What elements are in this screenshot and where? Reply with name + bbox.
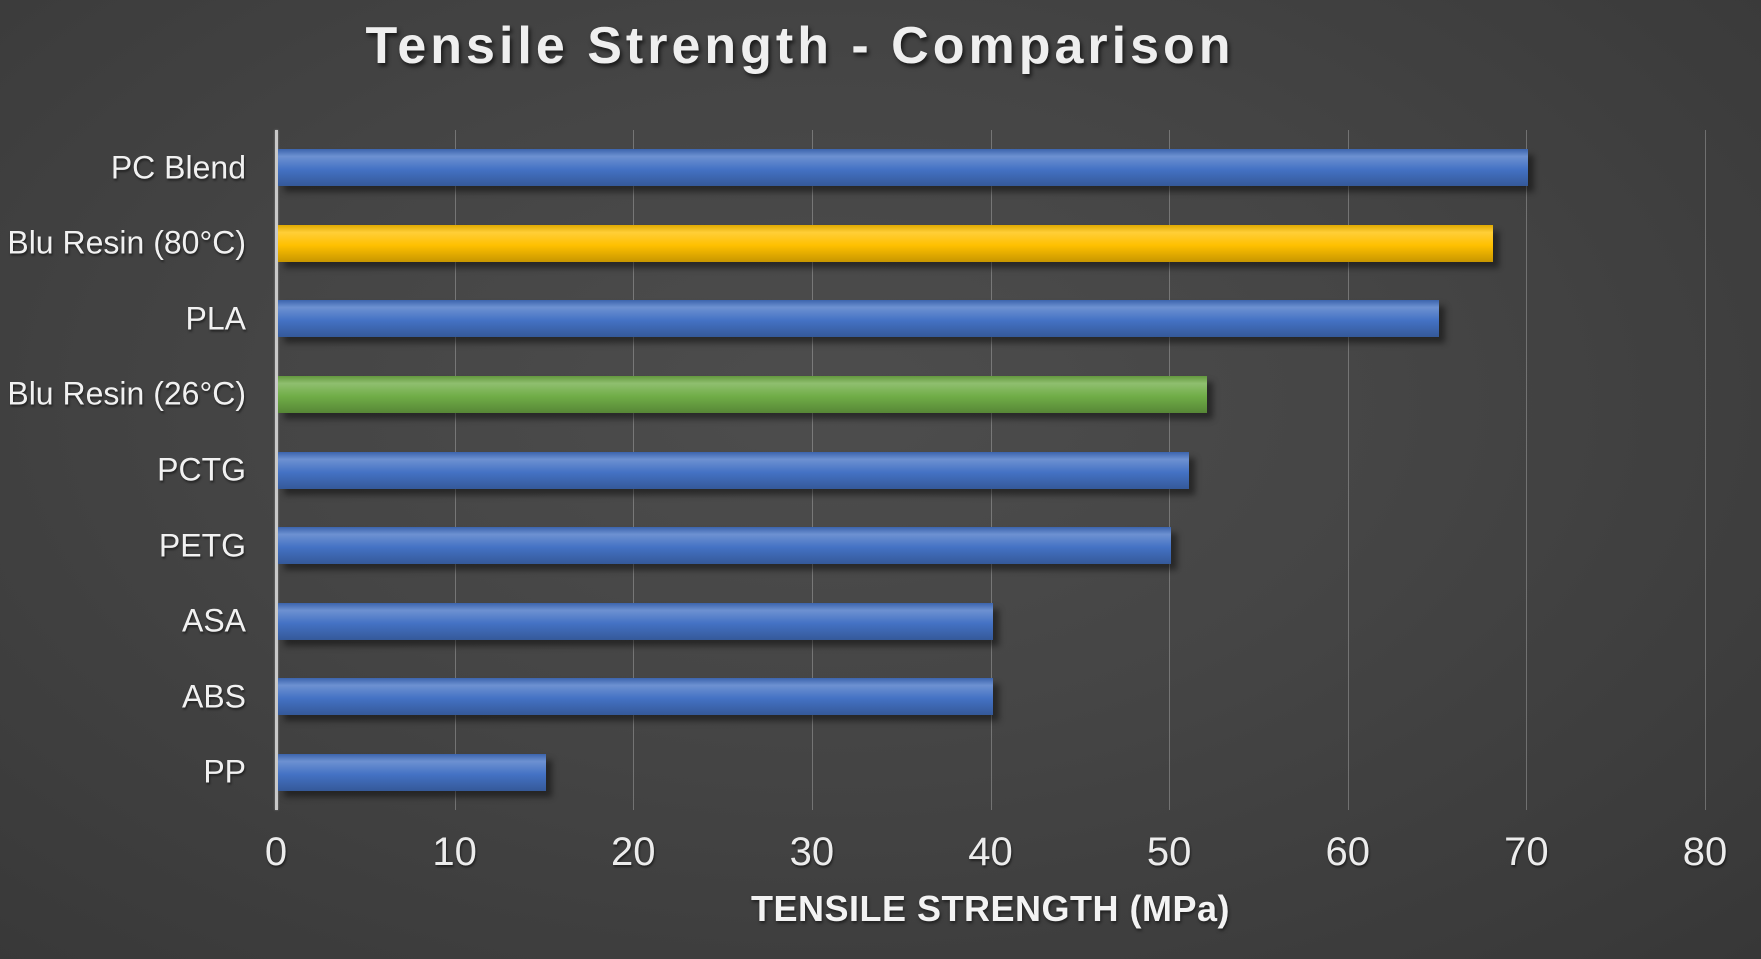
category-label: PLA (185, 300, 246, 337)
bar-petg (278, 527, 1172, 565)
bar-pla (278, 300, 1440, 338)
plot-area (275, 130, 1706, 810)
x-tick-label: 0 (264, 830, 288, 874)
x-tick-label: 10 (432, 830, 477, 874)
category-label: PP (203, 753, 246, 790)
bar-asa (278, 602, 993, 640)
bar-blu-resin-80-c (278, 224, 1493, 262)
x-tick-label: 50 (1146, 830, 1192, 874)
gridline (1526, 130, 1528, 810)
x-tick-label: 40 (968, 830, 1013, 874)
category-label: PC Blend (110, 149, 246, 186)
x-tick-label: 80 (1682, 830, 1728, 874)
bar-blu-resin-26-c (278, 375, 1207, 413)
bar-pp (278, 753, 546, 791)
y-axis-line (275, 130, 278, 810)
category-label: PCTG (157, 451, 246, 488)
x-tick-label: 30 (789, 830, 835, 874)
x-tick-label: 60 (1325, 830, 1371, 874)
chart-title: Tensile Strength - Comparison (365, 17, 1235, 75)
x-tick-label: 20 (611, 830, 656, 874)
gridline (1347, 130, 1349, 810)
category-label: Blu Resin (26°C) (7, 375, 246, 412)
bar-pc-blend (278, 149, 1529, 187)
x-axis-title: TENSILE STRENGTH (MPa) (750, 888, 1231, 929)
category-label: ASA (181, 602, 246, 639)
gridline (1705, 130, 1706, 810)
category-label: Blu Resin (80°C) (7, 224, 246, 261)
x-tick-label: 70 (1504, 830, 1549, 874)
category-label: ABS (181, 678, 246, 715)
bar-abs (278, 678, 993, 716)
bar-pctg (278, 451, 1189, 489)
category-label: PETG (158, 527, 246, 564)
